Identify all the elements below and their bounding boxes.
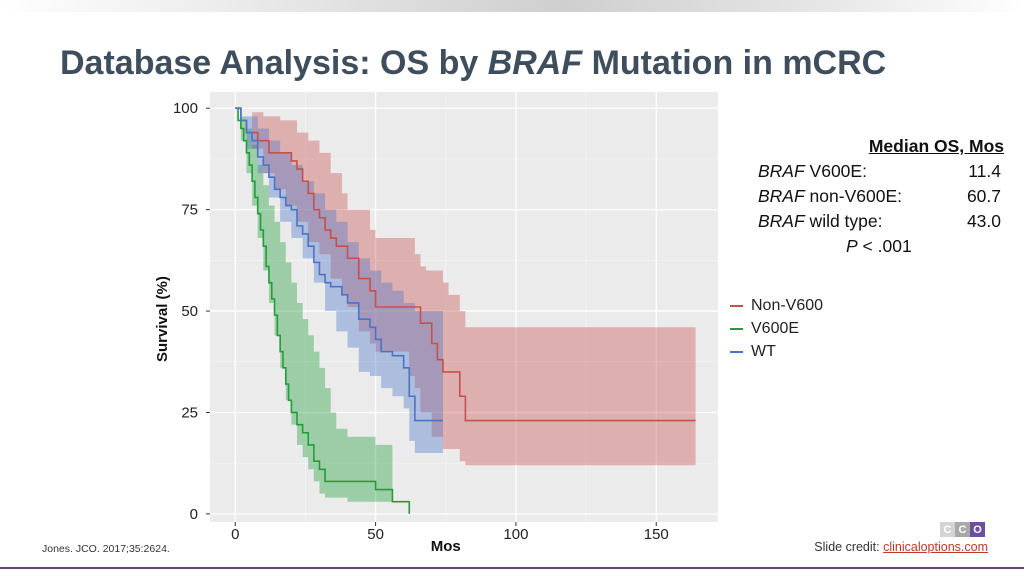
top-accent-bar <box>0 0 1024 12</box>
citation: Jones. JCO. 2017;35:2624. <box>42 543 170 555</box>
cco-logo: C C O <box>940 522 985 537</box>
y-tick-label: 25 <box>181 404 198 421</box>
x-tick-label: 0 <box>231 526 239 543</box>
bottom-accent-line <box>0 567 1024 569</box>
ci-band-non-v600 <box>235 108 696 466</box>
median-os-row: BRAF wild type: 43.0 <box>758 209 1004 234</box>
logo-letter: C <box>955 522 970 537</box>
y-tick-label: 100 <box>173 100 198 117</box>
median-os-label: BRAF non-V600E: <box>758 184 902 209</box>
legend-item-non-v600: Non-V600 <box>730 294 823 317</box>
legend-label: WT <box>751 342 776 360</box>
median-os-label: BRAF wild type: <box>758 209 883 234</box>
legend-label: V600E <box>751 319 800 337</box>
slide-title: Database Analysis: OS by BRAF Mutation i… <box>60 44 886 83</box>
median-os-row: BRAF non-V600E: 60.7 <box>758 184 1004 209</box>
gene-name: BRAF <box>758 161 805 181</box>
chart-legend: Non-V600 V600E WT <box>730 294 823 363</box>
legend-swatch <box>730 327 743 330</box>
survival-line-wt <box>235 107 443 422</box>
gene-name: BRAF <box>758 186 805 206</box>
title-text-1: Database Analysis: OS by <box>60 44 488 82</box>
logo-letter: O <box>970 522 985 537</box>
legend-label: Non-V600 <box>751 296 824 314</box>
p-symbol: P <box>846 236 858 256</box>
median-os-table: Median OS, Mos BRAF V600E: 11.4 BRAF non… <box>758 136 1004 259</box>
plot-panel <box>210 92 718 522</box>
median-os-value: 11.4 <box>968 161 1001 181</box>
median-os-row: BRAF V600E: 11.4 <box>758 159 1004 184</box>
survival-line-v600e <box>235 107 411 514</box>
x-axis-label: Mos <box>431 538 461 555</box>
title-text-gene: BRAF <box>487 44 583 82</box>
ci-band-wt <box>235 108 443 454</box>
title-text-2: Mutation in mCRC <box>582 44 887 82</box>
variant-label: wild type: <box>804 211 883 231</box>
x-tick-label: 50 <box>367 526 384 543</box>
median-os-value: 43.0 <box>966 211 1001 231</box>
y-tick-label: 50 <box>181 303 198 320</box>
survival-line-non-v600 <box>235 107 696 422</box>
y-tick-label: 0 <box>190 506 198 523</box>
x-tick-label: 100 <box>503 526 528 543</box>
variant-label: V600E: <box>804 161 867 181</box>
y-tick-label: 75 <box>181 202 198 219</box>
p-value-text: < .001 <box>857 236 912 256</box>
y-axis-label: Survival (%) <box>154 276 171 362</box>
credit-label: Slide credit: <box>814 540 884 554</box>
x-tick-label: 150 <box>644 526 669 543</box>
p-value: P < .001 <box>758 234 1004 259</box>
ci-band-v600e <box>235 108 393 502</box>
legend-swatch <box>730 350 743 353</box>
legend-item-v600e: V600E <box>730 317 823 340</box>
gene-name: BRAF <box>758 211 805 231</box>
median-os-value: 60.7 <box>966 186 1001 206</box>
median-os-label: BRAF V600E: <box>758 159 867 184</box>
legend-item-wt: WT <box>730 340 823 363</box>
legend-swatch <box>730 304 743 307</box>
slide-credit: Slide credit: clinicaloptions.com <box>814 540 988 554</box>
logo-letter: C <box>940 522 955 537</box>
variant-label: non-V600E: <box>804 186 902 206</box>
credit-link[interactable]: clinicaloptions.com <box>883 540 988 554</box>
median-os-header: Median OS, Mos <box>868 136 1004 156</box>
